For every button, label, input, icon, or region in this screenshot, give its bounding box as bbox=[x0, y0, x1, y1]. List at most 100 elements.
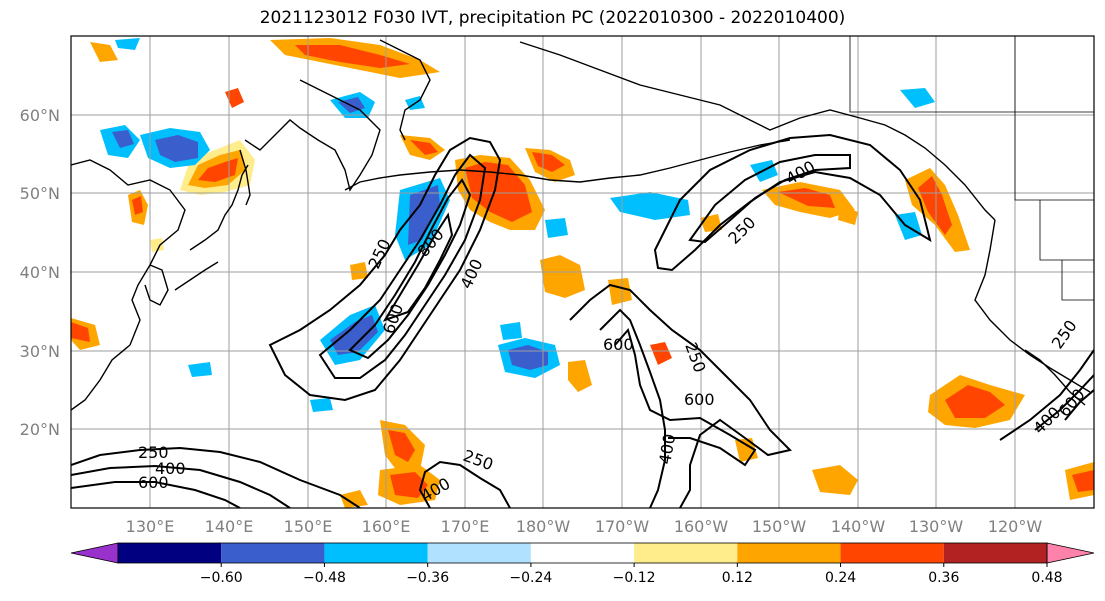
precip-positive-region bbox=[350, 262, 368, 280]
colorbar-swatch bbox=[324, 543, 428, 563]
ivt-contour-600 bbox=[348, 178, 472, 360]
precip-negative-region bbox=[112, 130, 134, 148]
colorbar-boxes bbox=[70, 542, 1095, 564]
precip-positive-region bbox=[838, 205, 858, 225]
ivt-contour-400 bbox=[318, 153, 487, 379]
lon-label: 180°W bbox=[516, 517, 571, 536]
ivt-contour-250 bbox=[418, 460, 511, 508]
colorbar-ticks: −0.60 −0.48 −0.36 −0.24 −0.12 0.12 0.24 0.36 0.4… bbox=[200, 563, 1063, 586]
ivt-contours bbox=[71, 133, 1094, 508]
ivt-contour-250 bbox=[999, 349, 1094, 441]
colorbar-swatch bbox=[530, 543, 635, 563]
colorbar-tick-label: 0.48 bbox=[1031, 570, 1062, 586]
precip-positive-region bbox=[540, 255, 585, 298]
colorbar-swatch bbox=[943, 543, 1047, 563]
colorbar-outline bbox=[117, 542, 1048, 564]
colorbar-swatch bbox=[634, 543, 738, 563]
graticule bbox=[71, 36, 1094, 508]
ivt-contour-600 bbox=[71, 481, 241, 508]
precip-positive-region bbox=[198, 158, 238, 182]
coastline-kamchatka bbox=[244, 79, 381, 192]
lat-label: 50°N bbox=[20, 184, 60, 203]
lon-label: 140°E bbox=[205, 517, 254, 536]
colorbar-tick-label: −0.24 bbox=[509, 570, 552, 586]
ivt-contour-400 bbox=[71, 464, 291, 508]
lat-label: 20°N bbox=[20, 420, 60, 439]
coastline-east-asia bbox=[71, 159, 186, 411]
precip-negative-region bbox=[330, 315, 378, 355]
precip-negative-region bbox=[310, 398, 333, 412]
precip-negative-region bbox=[500, 322, 522, 340]
ivt-label: 600 bbox=[138, 473, 169, 492]
precip-positive-region bbox=[410, 140, 438, 155]
colorbar-tick-label: 0.36 bbox=[928, 570, 959, 586]
precip-negative-region bbox=[900, 88, 935, 108]
colorbar-tick-label: 0.24 bbox=[825, 570, 856, 586]
colorbar-tick-label: −0.12 bbox=[613, 570, 656, 586]
precip-positive-region bbox=[132, 196, 143, 215]
coastline-japan bbox=[174, 164, 249, 291]
precip-positive-region bbox=[150, 238, 164, 252]
precip-positive-region bbox=[532, 152, 565, 172]
precip-positive-region bbox=[568, 360, 592, 392]
ivt-label: 250 bbox=[138, 443, 169, 462]
ivt-contour-400 bbox=[599, 308, 666, 508]
precip-positive-region bbox=[465, 162, 532, 222]
precip-negative-region bbox=[408, 185, 440, 245]
colorbar-swatch bbox=[118, 543, 222, 563]
map-title: 2021123012 F030 IVT, precipitation PC (2… bbox=[259, 8, 846, 28]
lon-label: 160°E bbox=[362, 517, 411, 536]
lat-label: 40°N bbox=[20, 263, 60, 282]
colorbar-swatch bbox=[427, 543, 531, 563]
precip-positive-region bbox=[225, 88, 244, 108]
precip-positive-region bbox=[608, 278, 632, 305]
coastline-north-america bbox=[974, 219, 1091, 393]
colorbar-swatch bbox=[737, 543, 841, 563]
lon-label: 160°W bbox=[674, 517, 729, 536]
precip-positive-region bbox=[650, 342, 672, 365]
precip-negative-region bbox=[155, 135, 198, 162]
lon-label: 140°W bbox=[831, 517, 886, 536]
colorbar-tick-label: −0.36 bbox=[406, 570, 449, 586]
ivt-contour-400 bbox=[1034, 374, 1094, 431]
longitude-axis: 130°E 140°E 150°E 160°E 170°E 180°W 170°… bbox=[126, 517, 1043, 536]
ivt-contour-600 bbox=[1064, 389, 1094, 421]
ivt-label: 600 bbox=[684, 390, 715, 409]
lon-label: 150°W bbox=[752, 517, 807, 536]
coastline-korea bbox=[144, 264, 169, 306]
ivt-contour-600 bbox=[614, 327, 757, 467]
precip-positive-region bbox=[918, 176, 952, 235]
precip-positive-region bbox=[71, 322, 90, 342]
ivt-contour-800 bbox=[382, 212, 454, 322]
colorbar: −0.60 −0.48 −0.36 −0.24 −0.12 0.12 0.24 0.36 0.4… bbox=[70, 542, 1095, 586]
coastline-sakhalin bbox=[239, 149, 251, 206]
borders bbox=[849, 36, 1094, 301]
coastline-chukotka bbox=[379, 39, 431, 141]
ivt-contour-400 bbox=[688, 154, 851, 244]
ivt-contour-250 bbox=[71, 446, 361, 508]
precip-negative-region bbox=[115, 38, 140, 50]
colorbar-swatch bbox=[221, 543, 325, 563]
ivt-label: 600 bbox=[603, 335, 634, 354]
colorbar-tick-label: −0.48 bbox=[303, 570, 346, 586]
lat-label: 60°N bbox=[20, 106, 60, 125]
colorbar-extend-high bbox=[1046, 542, 1095, 564]
lon-label: 170°W bbox=[595, 517, 650, 536]
precip-positive-region bbox=[1072, 470, 1094, 492]
lon-label: 130°W bbox=[909, 517, 964, 536]
precip-positive-region bbox=[388, 430, 415, 462]
colorbar-swatch bbox=[840, 543, 944, 563]
map-frame bbox=[70, 35, 1095, 509]
lon-label: 170°E bbox=[441, 517, 490, 536]
precipitation-shading bbox=[71, 38, 1094, 508]
lat-label: 30°N bbox=[20, 342, 60, 361]
ivt-contour-250 bbox=[268, 136, 502, 402]
precip-positive-region bbox=[90, 42, 118, 62]
precip-negative-region bbox=[545, 218, 568, 238]
precip-positive-region bbox=[340, 490, 368, 508]
precip-positive-region bbox=[390, 472, 428, 498]
colorbar-extend-low bbox=[70, 542, 119, 564]
coastline-alaska bbox=[519, 41, 996, 221]
ivt-label: 400 bbox=[155, 459, 186, 478]
